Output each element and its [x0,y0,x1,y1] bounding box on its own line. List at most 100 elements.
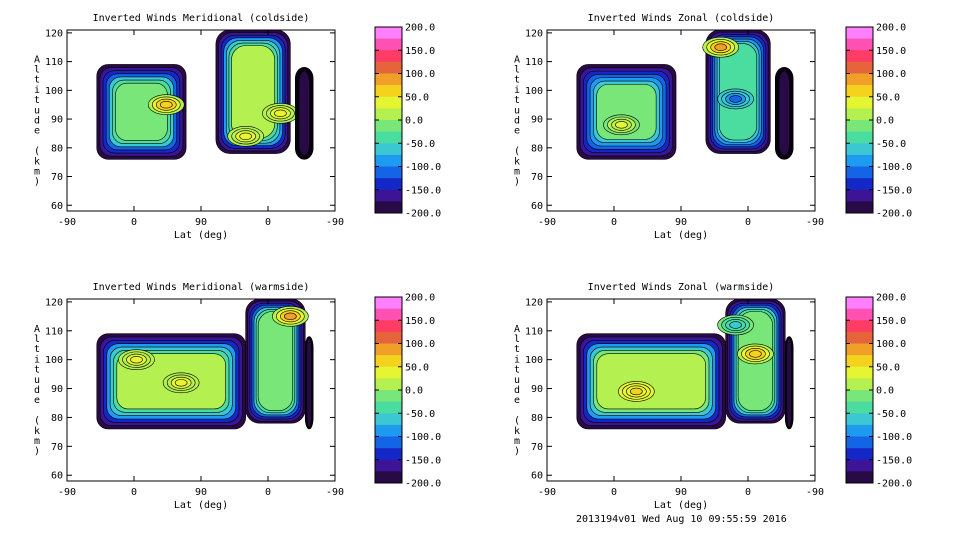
y-axis-label-char: A [514,324,520,335]
colorbar-label: -100.0 [405,432,441,443]
y-tick-label: 110 [45,57,63,68]
y-axis-label-char: l [34,65,40,76]
y-axis-label-char: A [34,324,40,335]
colorbar-label: 100.0 [876,339,906,350]
colorbar-swatch [846,459,873,472]
y-axis-label-char: d [514,385,520,396]
colorbar-label: -150.0 [405,455,441,466]
colorbar-label: 0.0 [405,386,423,397]
y-tick-label: 90 [51,384,63,395]
colorbar-swatch [846,471,873,484]
y-tick-label: 60 [531,471,543,482]
y-axis-label-char: t [34,75,40,86]
y-tick-label: 120 [45,297,63,308]
colorbar-label: 50.0 [876,92,900,103]
y-tick-label: 70 [51,172,63,183]
colorbar-swatch [846,38,873,51]
y-tick-label: 90 [51,115,63,126]
y-axis-label-char: t [34,365,40,376]
colorbar-swatch [846,166,873,179]
y-tick-label: 70 [51,442,63,453]
contour-band [596,353,706,410]
colorbar-swatch [846,448,873,461]
x-tick-label: 90 [675,487,687,498]
contour-band [306,337,312,428]
y-axis-label-char: e [34,395,40,406]
colorbar-label: 200.0 [876,293,906,304]
colorbar-label: 0.0 [405,116,423,127]
y-axis-label-char: k [514,156,520,167]
x-tick-label: -90 [326,217,344,228]
colorbar-swatch [375,108,402,121]
colorbar-swatch [846,178,873,191]
y-axis-label-char: m [514,167,520,178]
colorbar-swatch [375,96,402,109]
y-tick-label: 60 [531,201,543,212]
y-axis-label-char: ( [514,416,520,427]
x-tick-label: 0 [265,487,271,498]
colorbar-swatch [375,178,402,191]
x-tick-label: -90 [538,217,556,228]
colorbar-swatch [375,320,402,333]
colorbar-label: 100.0 [876,69,906,80]
y-tick-label: 100 [525,86,543,97]
contour-field [96,30,314,160]
y-axis-label-char: e [514,395,520,406]
colorbar-swatch [375,154,402,167]
x-tick-label: -90 [538,487,556,498]
y-axis-label-char: ) [34,177,40,188]
y-axis-label-char: d [34,385,40,396]
colorbar-swatch [375,120,402,132]
colorbar-swatch [375,436,402,449]
contour-region-3 [774,67,794,160]
contour-extreme [284,312,297,321]
colorbar-label: -50.0 [876,139,906,150]
colorbar-swatch [375,143,402,156]
colorbar-swatch [375,413,402,426]
contour-extreme [749,350,762,358]
colorbar-swatch [375,459,402,472]
x-tick-label: -90 [806,487,824,498]
colorbar-swatch [846,378,873,391]
y-axis-label-char: l [514,65,520,76]
x-axis: -90 0 90 0 -90 Lat (deg) [538,30,824,241]
colorbar-label: 150.0 [405,316,435,327]
y-tick-label: 60 [51,471,63,482]
colorbar-swatch [846,436,873,449]
chart-title: Inverted Winds Zonal (warmside) [588,282,775,293]
colorbar-swatch [846,320,873,333]
x-tick-label: 0 [611,217,617,228]
colorbar-swatch [846,143,873,156]
colorbar-swatch [846,331,873,344]
y-tick-label: 90 [531,384,543,395]
y-tick-label: 120 [525,28,543,39]
colorbar-label: 200.0 [876,23,906,34]
colorbar-label: 150.0 [876,46,906,57]
x-tick-label: -90 [806,217,824,228]
x-tick-label: -90 [58,217,76,228]
colorbar-label: -100.0 [876,432,912,443]
contour-extreme [130,355,143,364]
contour-extreme [714,43,728,51]
y-axis-label-char: m [34,436,40,447]
colorbar-swatch [375,355,402,368]
colorbar-swatch [846,297,873,309]
y-tick-label: 70 [531,442,543,453]
y-axis-label-char: t [514,75,520,86]
y-axis-label-char: ( [514,146,520,157]
colorbar-swatch [375,343,402,356]
colorbar: 200.0 150.0 100.0 50.0 0.0 -50.0 -100.0 -150.0 -… [374,293,441,490]
colorbar: 200.0 150.0 100.0 50.0 0.0 -50.0 -100.0 -150.0 -… [374,23,441,220]
x-axis-label: Lat (deg) [654,230,708,241]
y-axis-label-char: t [514,95,520,106]
colorbar-swatch [846,401,873,414]
colorbar-swatch [375,189,402,202]
colorbar-swatch [846,390,873,402]
colorbar-swatch [846,27,873,39]
contour-band [231,45,275,139]
contour-region-1 [96,64,187,160]
colorbar-swatch [846,108,873,121]
